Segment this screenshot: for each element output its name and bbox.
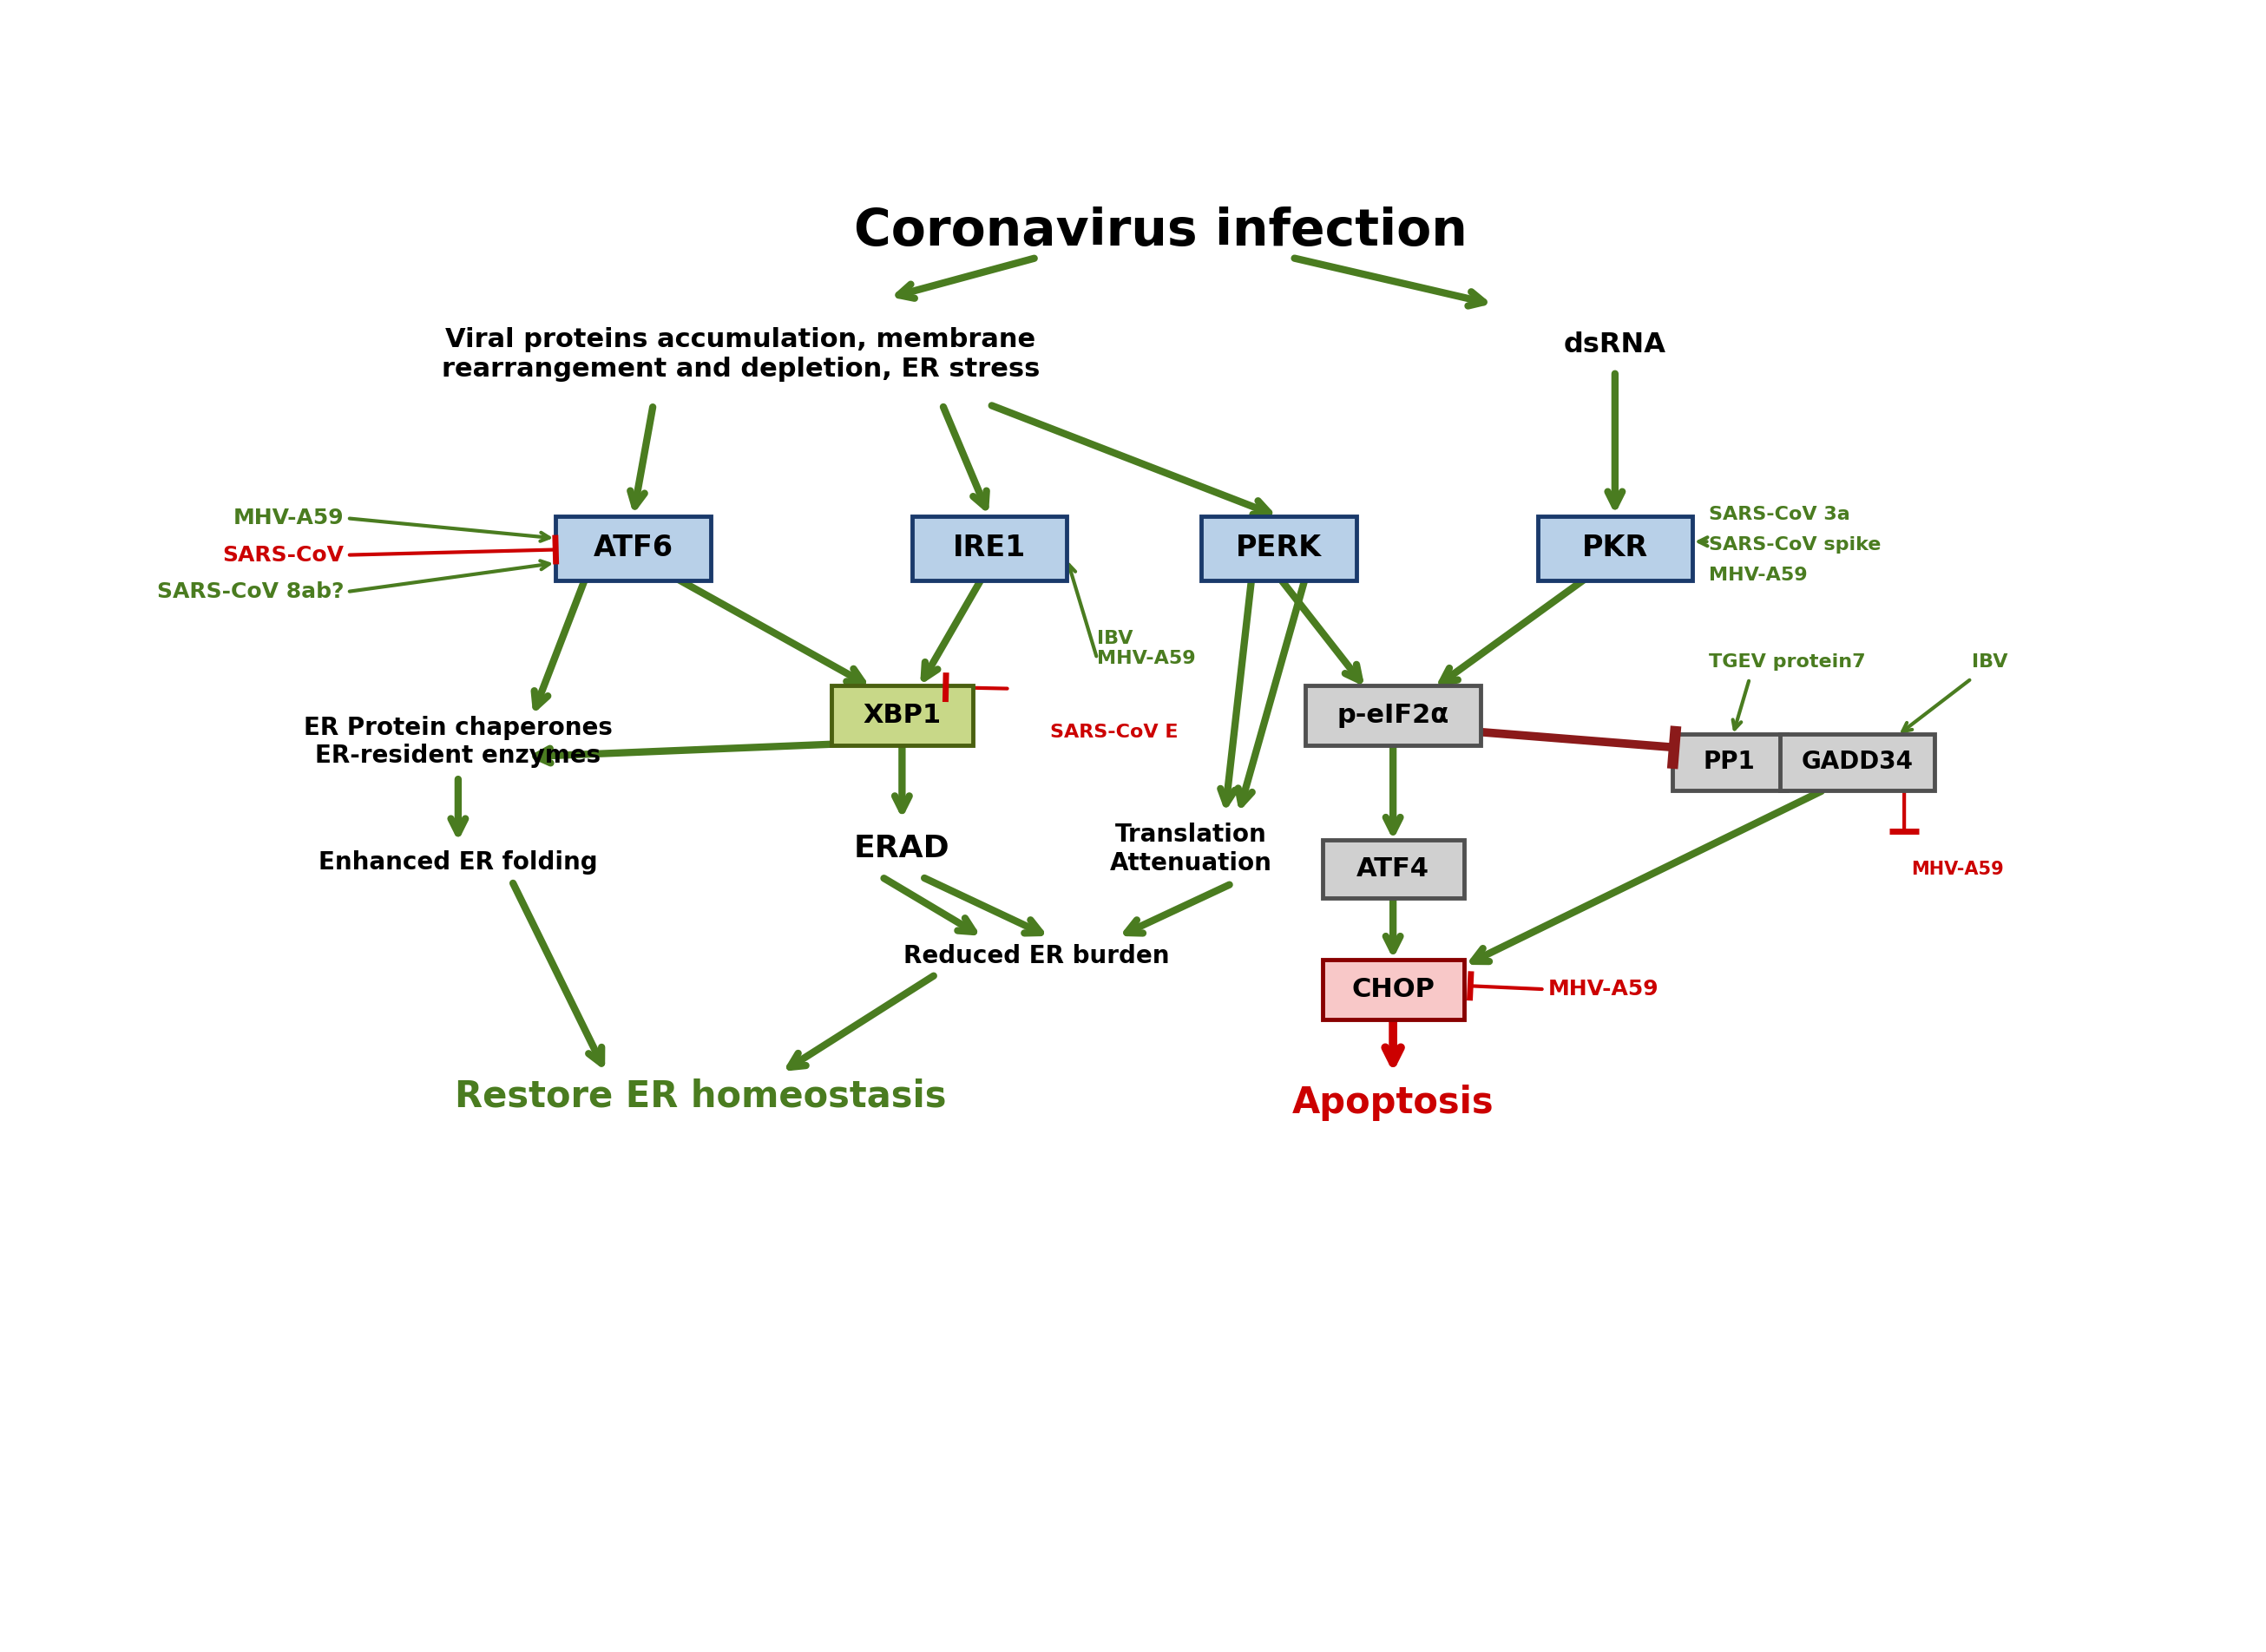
FancyBboxPatch shape: [1305, 686, 1480, 745]
Text: Reduced ER burden: Reduced ER burden: [904, 943, 1169, 968]
Text: PERK: PERK: [1235, 534, 1321, 563]
Text: CHOP: CHOP: [1351, 976, 1434, 1001]
Text: ERAD: ERAD: [854, 834, 949, 864]
Text: p-eIF2α: p-eIF2α: [1337, 702, 1450, 729]
FancyBboxPatch shape: [1323, 960, 1464, 1019]
Text: SARS-CoV E: SARS-CoV E: [1049, 724, 1178, 740]
Text: SARS-CoV: SARS-CoV: [222, 545, 344, 565]
FancyBboxPatch shape: [555, 517, 709, 580]
Text: IBV
MHV-A59: IBV MHV-A59: [1097, 629, 1196, 667]
Text: ATF4: ATF4: [1357, 856, 1430, 882]
FancyBboxPatch shape: [832, 686, 972, 745]
Text: IBV: IBV: [1971, 653, 2008, 671]
Text: MHV-A59: MHV-A59: [1548, 980, 1659, 999]
Text: Translation
Attenuation: Translation Attenuation: [1110, 823, 1271, 876]
Text: Restore ER homeostasis: Restore ER homeostasis: [455, 1079, 947, 1115]
Text: SARS-CoV 8ab?: SARS-CoV 8ab?: [156, 582, 344, 603]
FancyBboxPatch shape: [913, 517, 1067, 580]
Text: Apoptosis: Apoptosis: [1292, 1085, 1493, 1122]
Text: Enhanced ER folding: Enhanced ER folding: [320, 851, 598, 874]
Text: TGEV protein7: TGEV protein7: [1709, 653, 1865, 671]
Text: ATF6: ATF6: [594, 534, 673, 563]
Text: PP1: PP1: [1704, 750, 1756, 775]
FancyBboxPatch shape: [1539, 517, 1693, 580]
Text: dsRNA: dsRNA: [1564, 330, 1666, 358]
Text: SARS-CoV spike: SARS-CoV spike: [1709, 537, 1881, 553]
FancyBboxPatch shape: [1779, 733, 1935, 791]
Text: GADD34: GADD34: [1801, 750, 1913, 775]
Text: IRE1: IRE1: [954, 534, 1026, 563]
Text: MHV-A59: MHV-A59: [1709, 567, 1808, 583]
FancyBboxPatch shape: [1201, 517, 1355, 580]
Text: PKR: PKR: [1582, 534, 1647, 563]
Text: SARS-CoV 3a: SARS-CoV 3a: [1709, 506, 1851, 524]
FancyBboxPatch shape: [1323, 839, 1464, 899]
Text: XBP1: XBP1: [863, 702, 940, 729]
Text: MHV-A59: MHV-A59: [233, 507, 344, 529]
Text: MHV-A59: MHV-A59: [1910, 861, 2003, 877]
Text: Coronavirus infection: Coronavirus infection: [854, 206, 1468, 256]
FancyBboxPatch shape: [1672, 733, 1786, 791]
Text: Viral proteins accumulation, membrane
rearrangement and depletion, ER stress: Viral proteins accumulation, membrane re…: [442, 327, 1040, 382]
Text: ER Protein chaperones
ER-resident enzymes: ER Protein chaperones ER-resident enzyme…: [304, 715, 612, 768]
